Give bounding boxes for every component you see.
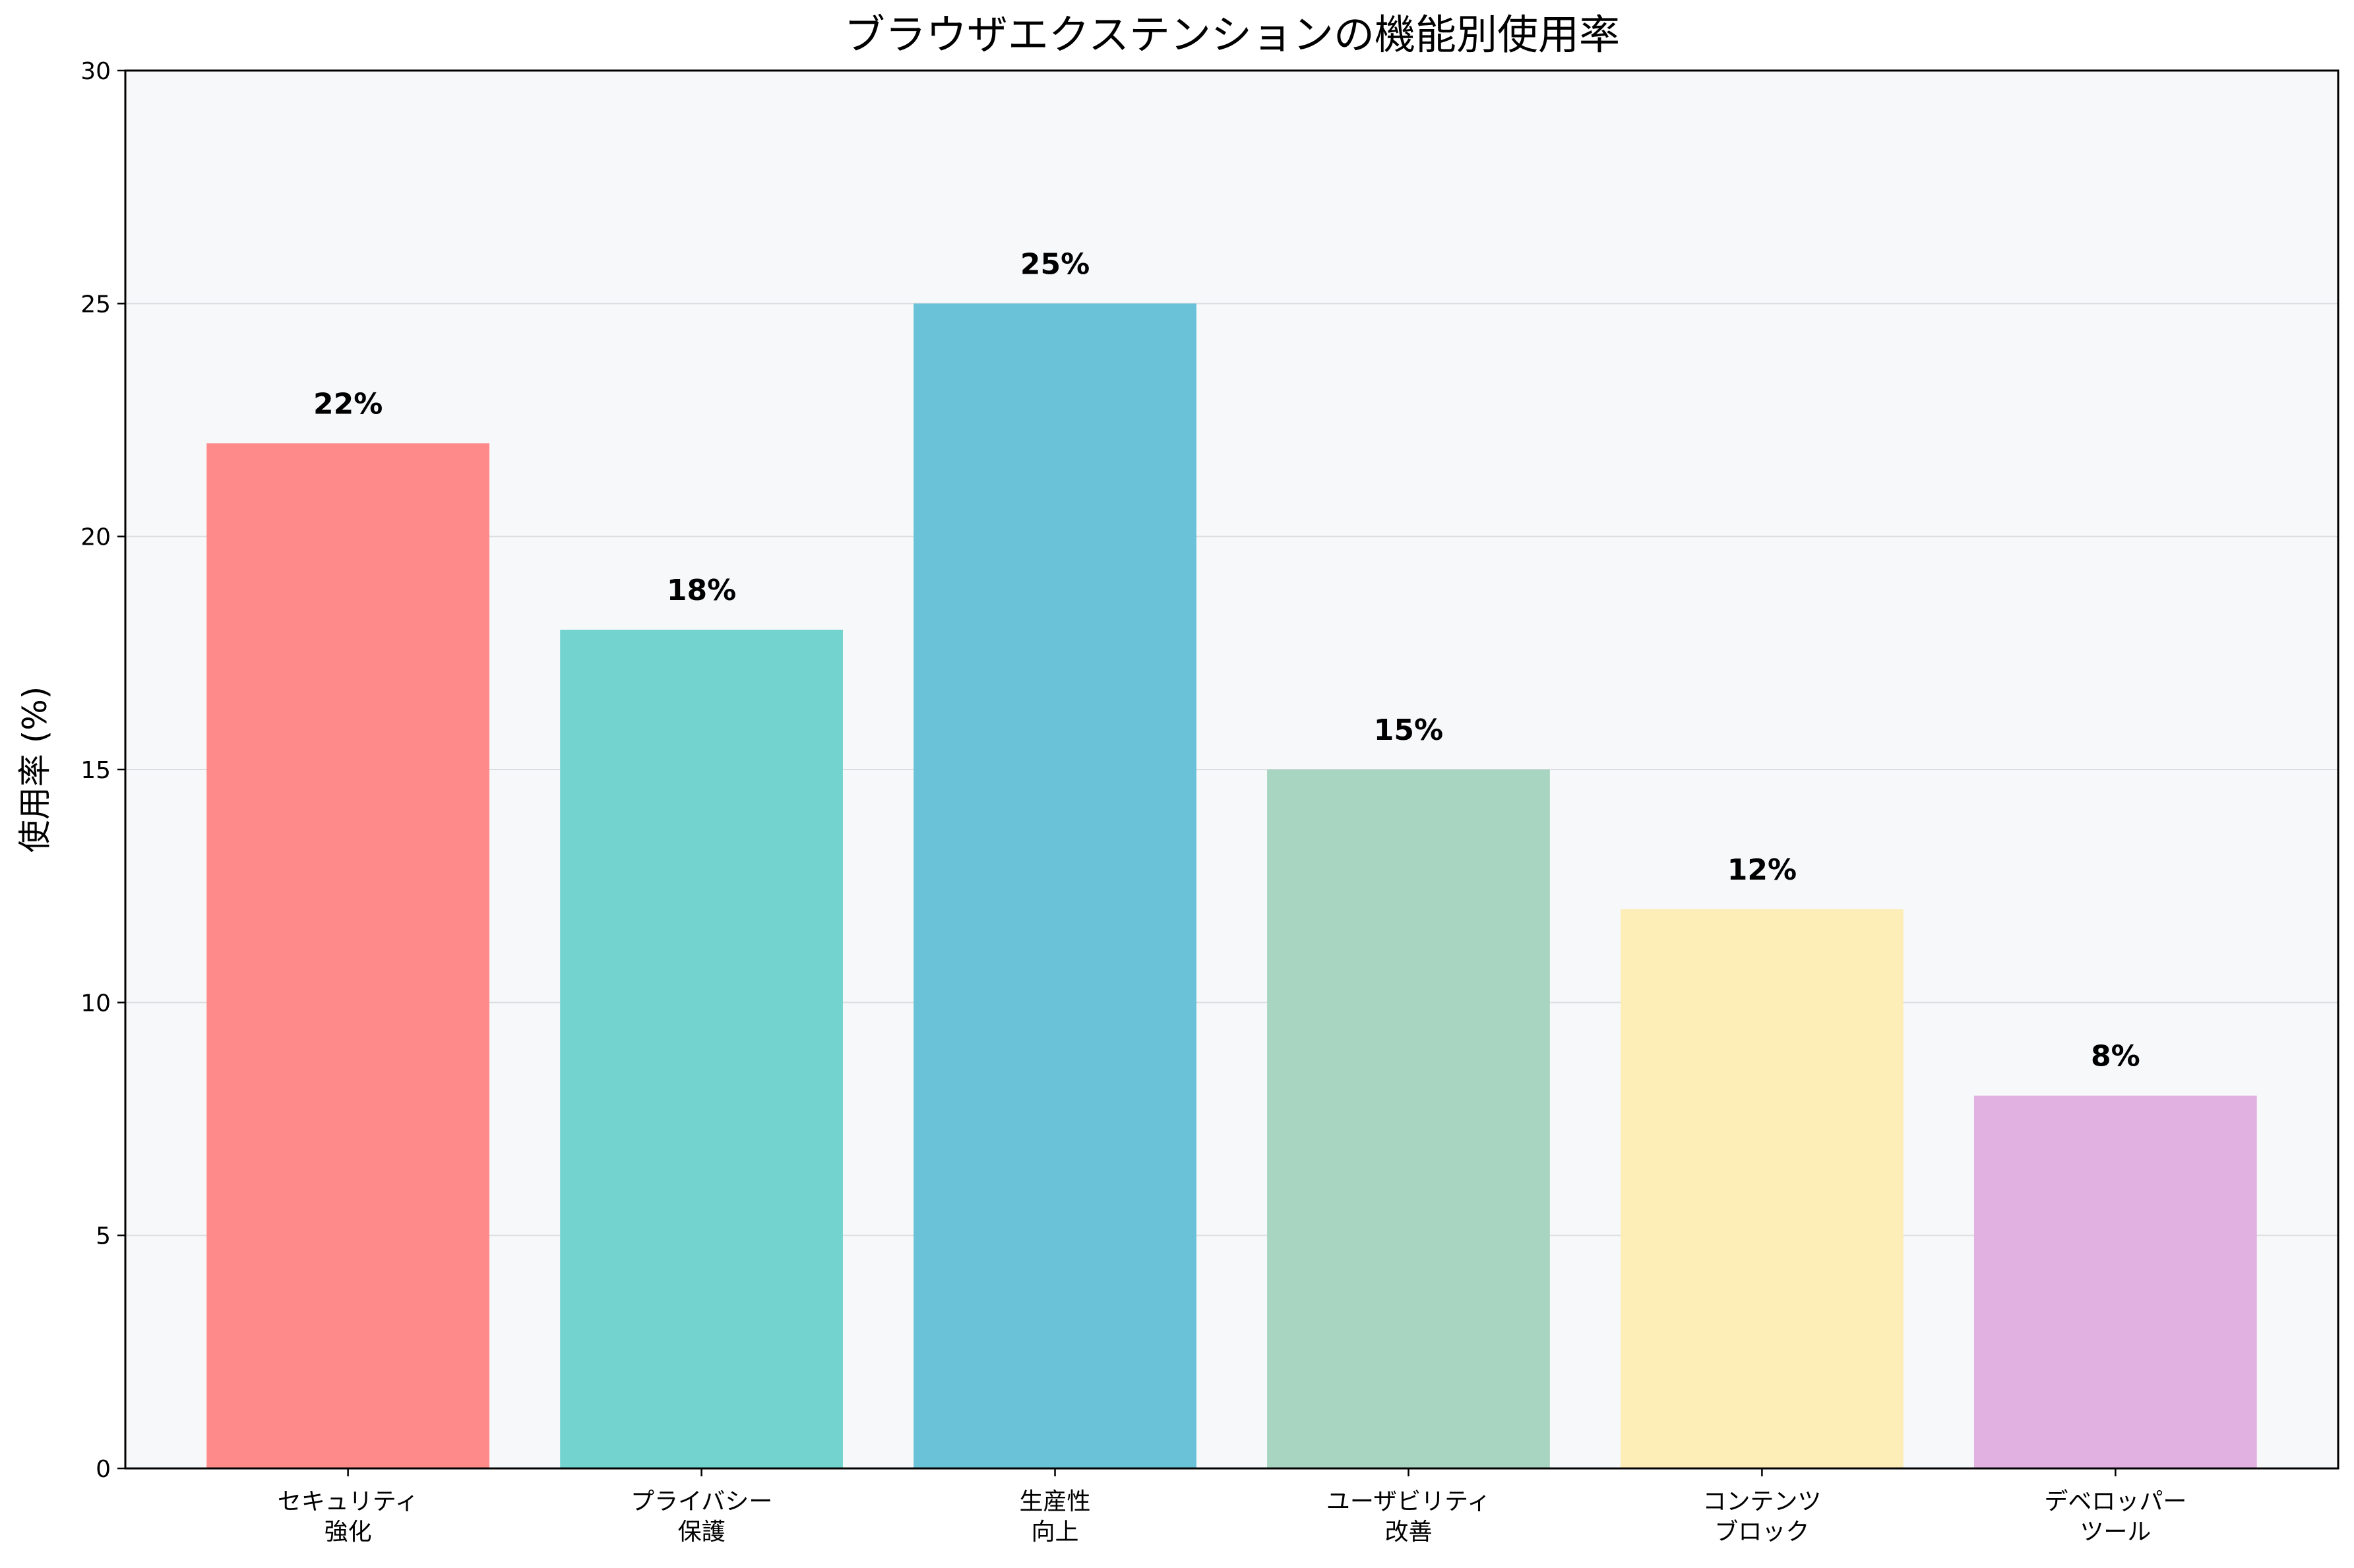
bar [560, 630, 843, 1468]
data-label: 22% [313, 387, 383, 421]
data-label: 8% [2091, 1040, 2140, 1073]
data-label: 25% [1020, 247, 1090, 281]
x-tick-label: 強化 [325, 1519, 372, 1546]
x-tick-label: 保護 [678, 1519, 726, 1546]
bar [914, 303, 1196, 1468]
y-tick-label: 20 [80, 524, 111, 551]
bars [206, 303, 2257, 1469]
chart-title: ブラウザエクステンションの機能別使用率 [844, 11, 1620, 59]
x-tick-label: 改善 [1384, 1519, 1432, 1546]
x-tick-label: 向上 [1032, 1519, 1079, 1546]
x-tick-label: デベロッパー [2044, 1488, 2186, 1515]
x-tick-label: コンテンツ [1702, 1488, 1821, 1515]
data-label: 18% [667, 574, 736, 607]
y-axis: 0 5 10 15 20 25 30 [80, 58, 125, 1483]
x-tick-label: ブロック [1714, 1519, 1809, 1546]
x-tick-label: ツール [2080, 1519, 2151, 1546]
x-tick-label: 生産性 [1020, 1488, 1091, 1515]
y-tick-label: 25 [80, 291, 111, 318]
y-tick-label: 10 [80, 990, 111, 1017]
y-axis-label: 使用率 (%) [16, 686, 54, 853]
bar [1621, 909, 1904, 1468]
bar [206, 443, 490, 1469]
bar [1973, 1095, 2257, 1468]
data-label: 12% [1727, 853, 1797, 887]
y-tick-label: 30 [80, 58, 111, 85]
y-tick-label: 5 [96, 1223, 111, 1250]
bar [1267, 769, 1550, 1468]
data-labels: 22% 18% 25% 15% 12% 8% [313, 247, 2140, 1073]
grid-lines [125, 303, 2338, 1236]
x-tick-label: ユーザビリティ [1326, 1488, 1491, 1515]
y-tick-label: 15 [80, 757, 111, 784]
x-tick-label: プライバシー [631, 1488, 772, 1515]
y-tick-label: 0 [96, 1456, 111, 1483]
x-tick-label: セキュリティ [278, 1488, 419, 1515]
data-label: 15% [1374, 713, 1443, 747]
